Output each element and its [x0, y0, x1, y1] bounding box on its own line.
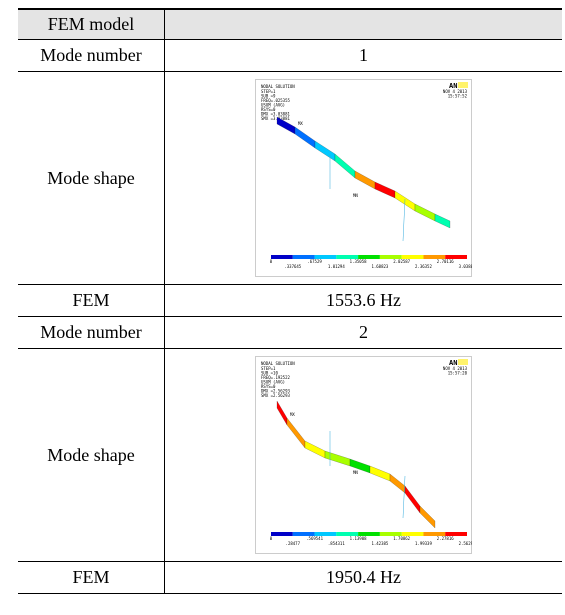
header-row: FEM model [18, 9, 562, 40]
colorbar-label: 1.70862 [393, 536, 410, 541]
logo-box [458, 82, 468, 88]
row-value: 2 [165, 317, 563, 349]
colorbar-label: 1.13908 [350, 536, 367, 541]
min-marker: MN [353, 193, 358, 198]
plot-info: SMX =2.56293 [261, 393, 290, 398]
row-label: FEM [18, 562, 165, 594]
colorbar-label: .569541 [306, 536, 323, 541]
colorbar-label: 1.68823 [371, 264, 388, 269]
colorbar-label: 2.02587 [393, 259, 410, 264]
colorbar-label: .854311 [328, 541, 345, 546]
logo-box [458, 359, 468, 365]
row-label: Mode number [18, 40, 165, 72]
header-cell [165, 9, 563, 40]
colorbar-label: .337645 [284, 264, 301, 269]
colorbar-label: 1.99339 [415, 541, 432, 546]
max-marker: MX [290, 412, 295, 417]
colorbar-label: 1.42385 [371, 541, 388, 546]
colorbar-label: .28477 [286, 541, 301, 546]
colorbar-label: 3.03881 [459, 264, 472, 269]
header-cell: FEM model [18, 9, 165, 40]
colorbar-swatch [271, 532, 293, 536]
colorbar-swatch [271, 255, 293, 259]
row-label: Mode shape [18, 72, 165, 285]
colorbar-label: 2.70116 [437, 259, 454, 264]
max-marker: MX [298, 121, 303, 126]
colorbar-label: .67529 [307, 259, 322, 264]
colorbar-label: 1.35058 [350, 259, 367, 264]
min-marker: MN [353, 470, 358, 475]
colorbar-label: 2.56293 [459, 541, 472, 546]
colorbar-label: 2.36352 [415, 264, 432, 269]
colorbar-label: 2.27816 [437, 536, 454, 541]
colorbar-label: 1.01294 [328, 264, 345, 269]
page: {"table": {"header": "FEM model", "rows"… [0, 0, 565, 615]
row-value: 1553.6 Hz [165, 285, 563, 317]
row-label: Mode number [18, 317, 165, 349]
row-value: 1950.4 Hz [165, 562, 563, 594]
row-label: Mode shape [18, 349, 165, 562]
plot-time: 15:57:52 [448, 94, 468, 99]
row-label: FEM [18, 285, 165, 317]
plot-frame [256, 357, 472, 554]
row-value: 1 [165, 40, 563, 72]
plot-time: 15:57:20 [448, 371, 468, 376]
plot-info: SMX =3.03881 [261, 116, 290, 121]
